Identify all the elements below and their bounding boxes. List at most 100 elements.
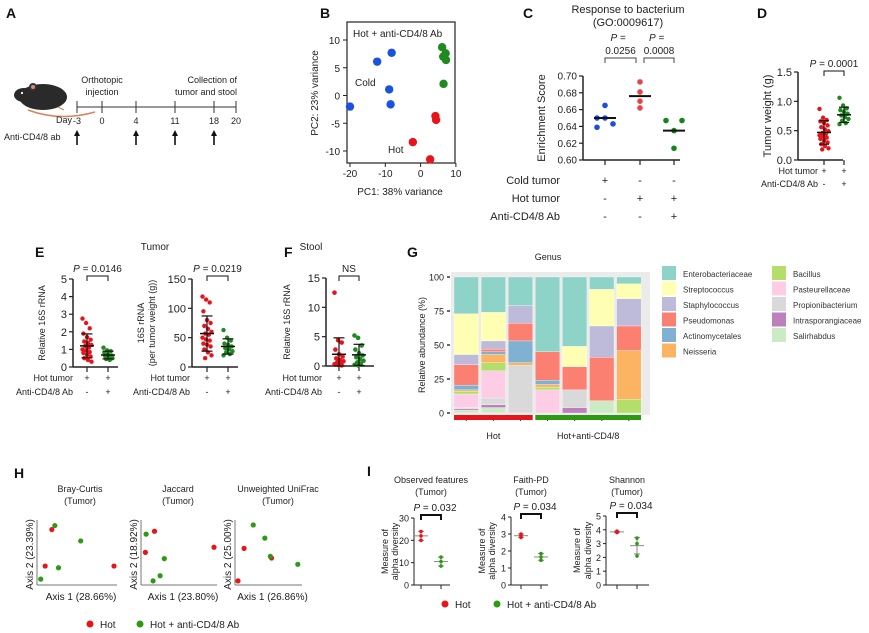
bar-segment-enterobacteriaceae [480, 276, 506, 313]
data-point [333, 347, 338, 352]
y-axis-label: Enrichment Score [536, 74, 548, 161]
y-tick-label: 0 [596, 581, 601, 591]
annotation-hot-anti-cd48: Hot + anti-CD4/8 Ab [353, 29, 443, 40]
pca-point-hot-anti-cd4-8-ab [437, 43, 447, 52]
p-value-label: NS [342, 264, 356, 275]
y-tick-label: 1.0 [777, 96, 792, 108]
panel-label-f: F [284, 244, 293, 260]
legend-label: Bacillus [793, 270, 821, 279]
y-tick-label: 1 [61, 344, 67, 356]
y-tick-label: -10 [326, 147, 341, 158]
pcoa-point [38, 576, 44, 582]
bar-segment-pasteurellaceae [453, 393, 479, 408]
x-tick-label: 0 [418, 169, 424, 180]
day-tick-label: 11 [170, 116, 179, 126]
y-tick-label: 20 [399, 536, 409, 546]
data-point [838, 107, 843, 113]
y-axis-label-line1: Measure of [477, 528, 487, 574]
condition-row-label: Hot tumor [778, 166, 818, 176]
data-point [81, 350, 86, 356]
data-point [201, 341, 206, 346]
data-point [539, 551, 543, 556]
y-tick-label: 50 [174, 333, 186, 345]
y-tick-label: 3 [596, 539, 601, 549]
chart-title: Bray-Curtis [57, 484, 103, 494]
pcoa-point [42, 563, 48, 569]
pcoa-point [49, 526, 55, 533]
condition-mark: + [84, 373, 89, 383]
p-equals: = [617, 33, 626, 44]
p-value-text: = 0.0146 [80, 264, 122, 275]
legend-label: Salirhabdus [793, 332, 835, 341]
panel-label-b: B [320, 5, 330, 21]
condition-mark: + [637, 193, 643, 205]
legend-label: Neisseria [683, 348, 717, 357]
panel-e-title: Tumor [141, 242, 170, 253]
condition-mark: + [602, 175, 608, 187]
y-tick-label: 0 [439, 409, 444, 419]
day-tick-label: 0 [99, 116, 104, 126]
data-point [80, 347, 85, 352]
legend-swatch [662, 297, 676, 311]
condition-row-label: Anti-CD4/8 Ab [133, 387, 190, 397]
pca-point-cold [372, 57, 382, 66]
data-point [222, 341, 227, 346]
condition-row-label: Anti-CD4/8 Ab [265, 387, 322, 397]
chart-title: Shannon [609, 475, 645, 485]
legend-label: Hot + anti-CD4/8 Ab [507, 600, 597, 611]
condition-mark: + [105, 387, 110, 397]
chart-title: Response to bacterium [571, 4, 684, 16]
data-point [202, 347, 207, 352]
data-point [539, 558, 543, 563]
data-point [102, 350, 107, 356]
panel-label-c: C [523, 5, 533, 21]
data-point [439, 564, 443, 568]
bar-segment-propionibacterium [508, 365, 533, 414]
bar-segment-pseudomonas [616, 325, 642, 351]
panel-i-legend: Hot Hot + anti-CD4/8 Ab [441, 600, 597, 611]
legend-label: Hot [455, 600, 471, 611]
pcoa-point [241, 545, 247, 551]
y-tick-label: 0.64 [558, 122, 578, 133]
data-point [202, 323, 207, 329]
data-point [825, 123, 830, 128]
pca-plot-frame [346, 21, 456, 164]
chart-title: Faith-PD [513, 475, 549, 485]
legend-swatch [662, 266, 676, 280]
bar-segment-staphylococcus [616, 298, 642, 327]
panel-f-dot-plot: 15 10 5 0 Relative 16S rRNA NS Hot tumor + + Anti… [265, 264, 374, 397]
panel-label-a: A [6, 5, 16, 21]
legend-label: Staphylococcus [683, 301, 739, 310]
day-tick-label: 4 [133, 116, 138, 126]
data-point [88, 337, 93, 342]
condition-mark: + [336, 373, 341, 383]
p-value-text: = 0.032 [420, 503, 457, 514]
panel-label-d: D [757, 5, 767, 21]
data-point [85, 357, 91, 363]
x-axis-label: PC1: 38% variance [357, 187, 443, 198]
x-axis-label: Axis 1 (28.66%) [46, 592, 117, 603]
data-point [221, 327, 226, 333]
data-point [230, 348, 235, 354]
chart-title: Genus [535, 252, 562, 262]
p-symbol: P [649, 33, 656, 44]
condition-mark: + [821, 166, 826, 176]
y-tick-label: 0 [334, 92, 340, 103]
p-value-label: P = 0.034 [609, 501, 653, 512]
data-point [820, 115, 826, 120]
p-symbol: P [413, 503, 420, 514]
collection-label-line2: tumor and stool [175, 87, 237, 97]
condition-mark: + [356, 387, 361, 397]
data-point [339, 340, 345, 345]
panel-h2-pcoa: Jaccard (Tumor) Axis 1 (23.80%) Axis 2 (18.… [129, 484, 218, 603]
y-tick-label: 1 [596, 567, 601, 577]
data-point [817, 133, 822, 138]
treatment-label: Anti-CD4/8 ab [4, 132, 61, 142]
data-point [837, 95, 842, 101]
bar-segment-enterobacteriaceae [535, 276, 560, 352]
y-tick-label: 0 [180, 362, 186, 374]
legend-marker [441, 600, 449, 608]
bar-segment-propionibacterium [480, 397, 506, 405]
y-axis-label: Axis 2 (18.92%) [129, 519, 140, 590]
bar-segment-salirhabdus [589, 400, 615, 414]
